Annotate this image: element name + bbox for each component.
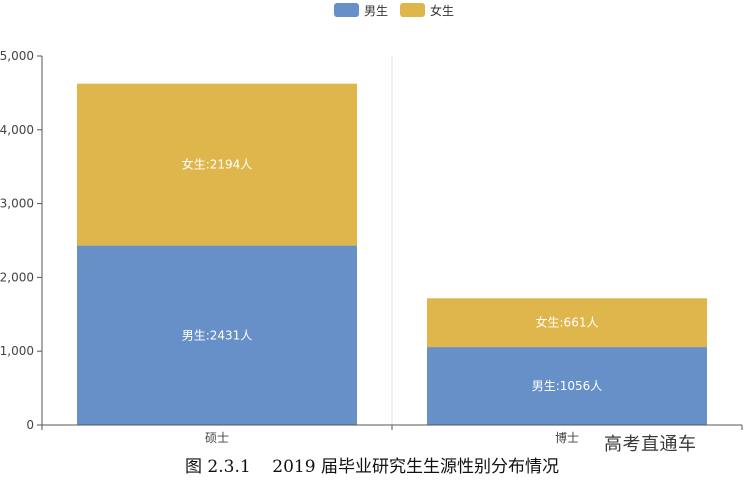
x-tick-label: 博士 xyxy=(555,430,579,445)
bar-female-1[interactable] xyxy=(427,298,707,348)
legend-label: 女生 xyxy=(430,3,454,18)
y-tick-label: 2,000 xyxy=(0,270,34,284)
y-tick-label: 3,000 xyxy=(0,197,34,211)
legend[interactable]: 男生 女生 xyxy=(334,3,454,18)
legend-item-male[interactable]: 男生 xyxy=(334,3,388,18)
x-axis: 硕士 博士 xyxy=(41,424,743,445)
data-label: 女生:2194人 xyxy=(182,157,253,172)
bar-female-0[interactable] xyxy=(77,83,357,246)
data-label: 男生:1056人 xyxy=(532,379,603,393)
figure-caption: 图 2.3.1 2019 届毕业研究生生源性别分布情况 xyxy=(185,457,559,477)
legend-swatch xyxy=(334,3,359,17)
x-tick-label: 硕士 xyxy=(205,431,229,445)
watermark-text: 高考直通车 xyxy=(604,434,697,455)
y-tick-label: 5,000 xyxy=(0,49,34,63)
data-label: 男生:2431人 xyxy=(182,328,253,342)
y-tick-label: 0 xyxy=(26,418,34,432)
bar-male-0[interactable] xyxy=(77,245,357,425)
y-tick-label: 1,000 xyxy=(0,344,34,358)
legend-item-female[interactable]: 女生 xyxy=(400,3,454,18)
y-tick-label: 4,000 xyxy=(0,123,34,137)
y-axis: 0 1,000 2,000 3,000 4,000 5,000 xyxy=(0,49,43,432)
legend-label: 男生 xyxy=(364,4,388,18)
legend-swatch xyxy=(400,3,425,17)
bar-male-1[interactable] xyxy=(427,347,707,425)
data-label: 女生:661人 xyxy=(536,315,599,330)
